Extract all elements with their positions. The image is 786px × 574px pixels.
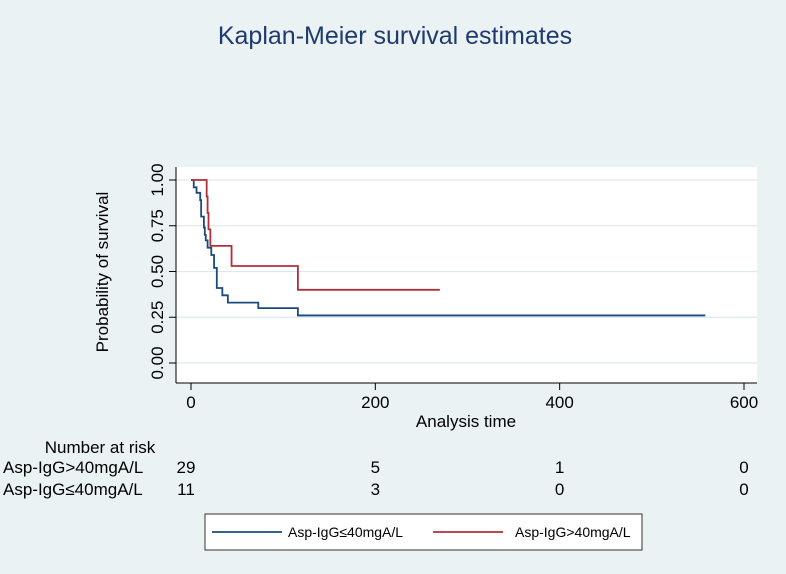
legend-label: Asp-IgG>40mgA/L — [515, 524, 631, 540]
risk-value: 29 — [177, 458, 196, 477]
x-tick-label: 0 — [186, 393, 195, 412]
risk-row-label: Asp-IgG>40mgA/L — [3, 458, 143, 477]
risk-value: 5 — [371, 458, 380, 477]
y-axis-label: Probability of survival — [93, 192, 112, 353]
x-tick-label: 200 — [361, 393, 389, 412]
risk-value: 0 — [739, 458, 748, 477]
risk-table-title: Number at risk — [45, 438, 156, 457]
x-tick-label: 400 — [545, 393, 573, 412]
risk-row-label: Asp-IgG≤40mgA/L — [3, 480, 143, 499]
y-tick-label: 0.75 — [148, 209, 167, 242]
y-tick-label: 0.25 — [148, 301, 167, 334]
risk-value: 3 — [371, 480, 380, 499]
risk-value: 11 — [177, 480, 195, 499]
y-tick-label: 0.00 — [148, 346, 167, 379]
survival-curve-high — [191, 179, 440, 291]
y-tick-label: 0.50 — [148, 255, 167, 288]
plot-area — [176, 167, 757, 383]
legend-label: Asp-IgG≤40mgA/L — [288, 524, 403, 540]
risk-value: 0 — [739, 480, 748, 499]
survival-curve-low — [191, 179, 706, 317]
x-axis-label: Analysis time — [416, 412, 516, 431]
y-tick-label: 1.00 — [148, 163, 167, 196]
legend-box — [204, 513, 643, 551]
chart-title: Kaplan-Meier survival estimates — [218, 22, 572, 50]
x-tick-label: 600 — [730, 393, 758, 412]
risk-value: 0 — [555, 480, 564, 499]
risk-value: 1 — [555, 458, 564, 477]
